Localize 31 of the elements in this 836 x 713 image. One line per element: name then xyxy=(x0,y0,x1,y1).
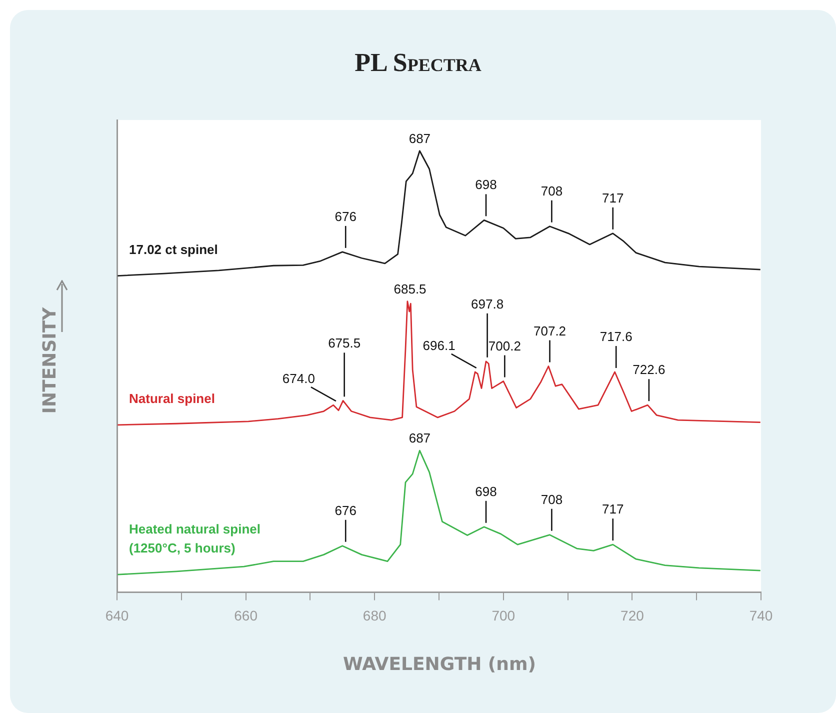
annotation: 722.6 xyxy=(632,362,666,378)
annotation: 697.8 xyxy=(471,296,504,312)
annotation: 687 xyxy=(408,130,431,146)
annotation: 717.6 xyxy=(600,328,632,344)
annotation: 676 xyxy=(334,208,356,224)
x-tick-label: 740 xyxy=(749,607,773,624)
annotation: 707.2 xyxy=(533,323,566,338)
series-label: 17.02 ct spinel xyxy=(129,242,218,257)
chart-title: PL Spectra xyxy=(354,48,482,78)
annotation: 717 xyxy=(602,502,624,517)
annotation: 675.5 xyxy=(328,336,361,351)
y-axis-title: INTENSITY xyxy=(40,306,60,416)
annotation: 685.5 xyxy=(394,281,426,296)
annotation: 717 xyxy=(602,190,624,206)
x-tick-label: 660 xyxy=(234,607,258,624)
x-tick-label: 700 xyxy=(492,607,516,624)
annotation: 674.0 xyxy=(282,371,315,386)
annotation: 708 xyxy=(540,183,563,198)
series-label: Heated natural spinel (1250°C, 5 hours) xyxy=(129,522,260,556)
x-axis-title: WAVELENGTH (nm) xyxy=(342,654,537,675)
annotation: 696.1 xyxy=(422,338,456,353)
x-tick-label: 720 xyxy=(620,607,644,624)
annotation: 698 xyxy=(475,177,497,192)
annotation: 700.2 xyxy=(488,338,521,354)
series-label: Natural spinel xyxy=(129,390,215,406)
annotation: 698 xyxy=(475,484,497,499)
annotation: 708 xyxy=(540,492,563,507)
x-tick-label: 640 xyxy=(105,607,129,624)
annotation: 676 xyxy=(334,502,356,518)
x-tick-label: 680 xyxy=(362,607,386,624)
annotation: 687 xyxy=(408,430,431,446)
